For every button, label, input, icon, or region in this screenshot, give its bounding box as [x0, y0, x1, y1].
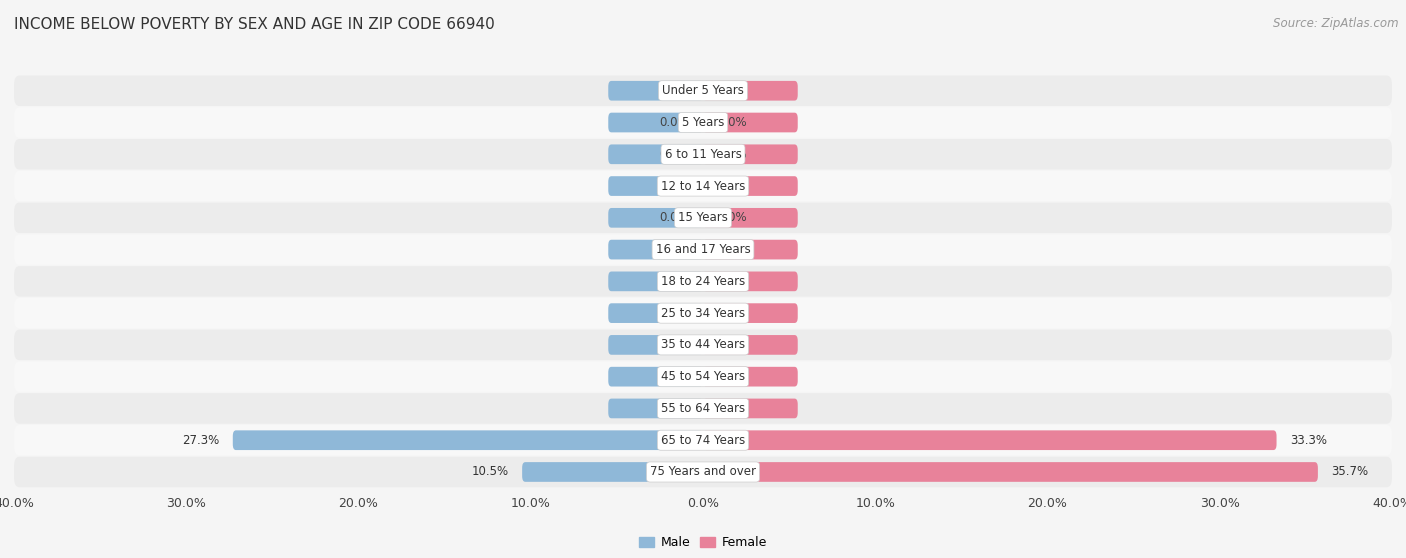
FancyBboxPatch shape: [609, 240, 703, 259]
FancyBboxPatch shape: [609, 176, 703, 196]
Text: 0.0%: 0.0%: [717, 338, 747, 352]
Text: 0.0%: 0.0%: [717, 116, 747, 129]
FancyBboxPatch shape: [609, 367, 703, 387]
Text: 12 to 14 Years: 12 to 14 Years: [661, 180, 745, 193]
FancyBboxPatch shape: [14, 425, 1392, 455]
FancyBboxPatch shape: [609, 398, 703, 418]
Text: 0.0%: 0.0%: [717, 402, 747, 415]
FancyBboxPatch shape: [703, 208, 797, 228]
Text: 10.5%: 10.5%: [471, 465, 509, 478]
Text: 35.7%: 35.7%: [1331, 465, 1369, 478]
FancyBboxPatch shape: [703, 272, 797, 291]
Text: 15 Years: 15 Years: [678, 211, 728, 224]
FancyBboxPatch shape: [14, 171, 1392, 201]
Text: 0.0%: 0.0%: [717, 307, 747, 320]
Text: 45 to 54 Years: 45 to 54 Years: [661, 370, 745, 383]
FancyBboxPatch shape: [14, 107, 1392, 138]
FancyBboxPatch shape: [522, 462, 703, 482]
FancyBboxPatch shape: [703, 398, 797, 418]
FancyBboxPatch shape: [233, 430, 703, 450]
Text: 0.0%: 0.0%: [717, 180, 747, 193]
Text: 0.0%: 0.0%: [659, 275, 689, 288]
Text: 65 to 74 Years: 65 to 74 Years: [661, 434, 745, 447]
Text: 0.0%: 0.0%: [659, 307, 689, 320]
Text: 0.0%: 0.0%: [659, 338, 689, 352]
Text: 0.0%: 0.0%: [659, 370, 689, 383]
Text: 55 to 64 Years: 55 to 64 Years: [661, 402, 745, 415]
FancyBboxPatch shape: [14, 330, 1392, 360]
FancyBboxPatch shape: [609, 335, 703, 355]
Text: 0.0%: 0.0%: [717, 211, 747, 224]
Text: Under 5 Years: Under 5 Years: [662, 84, 744, 97]
Text: 25 to 34 Years: 25 to 34 Years: [661, 307, 745, 320]
FancyBboxPatch shape: [609, 272, 703, 291]
FancyBboxPatch shape: [609, 208, 703, 228]
Text: Source: ZipAtlas.com: Source: ZipAtlas.com: [1274, 17, 1399, 30]
Text: 33.3%: 33.3%: [1291, 434, 1327, 447]
FancyBboxPatch shape: [14, 139, 1392, 170]
Text: INCOME BELOW POVERTY BY SEX AND AGE IN ZIP CODE 66940: INCOME BELOW POVERTY BY SEX AND AGE IN Z…: [14, 17, 495, 32]
FancyBboxPatch shape: [14, 75, 1392, 106]
FancyBboxPatch shape: [703, 430, 1277, 450]
FancyBboxPatch shape: [703, 176, 797, 196]
FancyBboxPatch shape: [609, 304, 703, 323]
Legend: Male, Female: Male, Female: [634, 531, 772, 555]
FancyBboxPatch shape: [609, 113, 703, 132]
FancyBboxPatch shape: [609, 81, 703, 100]
Text: 6 to 11 Years: 6 to 11 Years: [665, 148, 741, 161]
FancyBboxPatch shape: [14, 393, 1392, 424]
FancyBboxPatch shape: [703, 367, 797, 387]
Text: 0.0%: 0.0%: [717, 370, 747, 383]
FancyBboxPatch shape: [609, 145, 703, 164]
Text: 18 to 24 Years: 18 to 24 Years: [661, 275, 745, 288]
Text: 0.0%: 0.0%: [717, 148, 747, 161]
Text: 0.0%: 0.0%: [659, 116, 689, 129]
Text: 0.0%: 0.0%: [659, 211, 689, 224]
Text: 0.0%: 0.0%: [659, 243, 689, 256]
Text: 0.0%: 0.0%: [717, 84, 747, 97]
Text: 0.0%: 0.0%: [659, 180, 689, 193]
FancyBboxPatch shape: [703, 335, 797, 355]
FancyBboxPatch shape: [14, 298, 1392, 328]
FancyBboxPatch shape: [703, 304, 797, 323]
FancyBboxPatch shape: [703, 240, 797, 259]
FancyBboxPatch shape: [14, 457, 1392, 487]
Text: 0.0%: 0.0%: [717, 275, 747, 288]
Text: 27.3%: 27.3%: [181, 434, 219, 447]
Text: 0.0%: 0.0%: [659, 148, 689, 161]
FancyBboxPatch shape: [703, 113, 797, 132]
FancyBboxPatch shape: [703, 462, 1317, 482]
Text: 75 Years and over: 75 Years and over: [650, 465, 756, 478]
FancyBboxPatch shape: [703, 81, 797, 100]
Text: 35 to 44 Years: 35 to 44 Years: [661, 338, 745, 352]
Text: 16 and 17 Years: 16 and 17 Years: [655, 243, 751, 256]
FancyBboxPatch shape: [14, 266, 1392, 297]
Text: 0.0%: 0.0%: [717, 243, 747, 256]
FancyBboxPatch shape: [14, 362, 1392, 392]
FancyBboxPatch shape: [703, 145, 797, 164]
Text: 0.0%: 0.0%: [659, 84, 689, 97]
FancyBboxPatch shape: [14, 203, 1392, 233]
FancyBboxPatch shape: [14, 234, 1392, 265]
Text: 0.0%: 0.0%: [659, 402, 689, 415]
Text: 5 Years: 5 Years: [682, 116, 724, 129]
